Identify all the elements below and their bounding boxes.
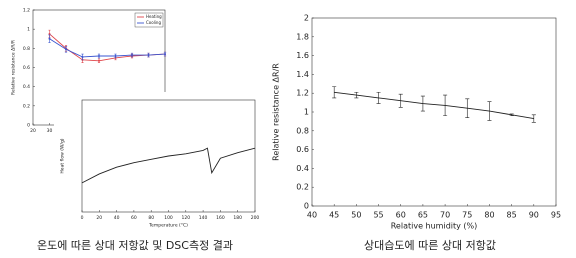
error-bar [332, 86, 337, 99]
caption: 온도에 따른 상대 저항값 및 DSC측정 결과 [37, 239, 233, 252]
y-tick-label: 0.4 [296, 164, 309, 173]
point [48, 37, 51, 40]
x-tick-label: 70 [440, 211, 450, 220]
x-tick-label: 40 [114, 215, 120, 221]
y-axis-label: Relative resistance ΔR/R [10, 40, 16, 95]
series-line [334, 91, 534, 120]
point [164, 53, 166, 56]
error-bar [354, 91, 359, 99]
x-tick-label: 40 [307, 211, 317, 220]
y-tick-label: 0.4 [23, 84, 30, 90]
point [98, 59, 100, 62]
error-bar [509, 113, 514, 117]
x-tick-label: 200 [251, 215, 260, 221]
error-bar [420, 95, 425, 112]
point [114, 55, 117, 57]
x-tick-label: 95 [551, 211, 561, 220]
y-tick-label: 1.2 [23, 8, 30, 14]
error-bar [531, 114, 536, 123]
x-tick-label: 85 [507, 211, 517, 220]
x-tick-label: 75 [462, 211, 472, 220]
point [98, 55, 100, 57]
y-tick-label: 1.6 [296, 51, 309, 60]
y-tick-label: 0.6 [296, 145, 309, 154]
x-tick-label: 20 [96, 215, 102, 221]
x-tick-label: 30 [47, 128, 53, 134]
y-tick-label: 0.8 [296, 126, 309, 135]
chart: 40 45 50 55 60 65 70 75 80 85 90 95 0 0.2 0.4 0.6 0.8 1 1.… [272, 10, 561, 234]
legend-label: Cooling [146, 20, 161, 25]
chart-background [54, 92, 259, 240]
x-tick-label: 50 [351, 211, 361, 220]
series-line [81, 147, 256, 184]
x-tick-label: 20 [30, 128, 36, 134]
y-tick-label: 0.8 [23, 46, 30, 52]
error-bar [376, 91, 381, 104]
caption: 상대습도에 따른 상대 저항값 [364, 239, 496, 252]
x-tick-label: 90 [529, 211, 539, 220]
y-tick-label: 0.2 [23, 103, 30, 109]
y-tick-label: 1.2 [296, 89, 309, 98]
legend-box [134, 12, 164, 28]
y-tick-label: 0.6 [23, 65, 30, 71]
y-tick-label: 0 [27, 123, 30, 129]
chart-background [284, 10, 560, 234]
x-tick-label: 65 [418, 211, 428, 220]
series-line [49, 38, 166, 58]
error-bar [443, 94, 448, 117]
point [65, 48, 67, 51]
y-tick-label: 1 [27, 27, 30, 33]
y-tick-label: 0.2 [296, 183, 309, 192]
y-axis-label: Heat flow (W/g) [59, 138, 65, 173]
x-tick-label: 180 [233, 215, 242, 221]
x-tick-label: 45 [329, 211, 339, 220]
error-bar [398, 93, 403, 108]
y-tick-label: 0 [304, 202, 309, 211]
error-bar [465, 98, 470, 118]
point [81, 55, 84, 58]
point [131, 54, 133, 57]
y-tick-label: 1.8 [296, 32, 309, 41]
y-tick-label: 1 [304, 108, 309, 117]
x-tick-label: 160 [216, 215, 225, 221]
x-tick-label: 100 [164, 215, 173, 221]
x-tick-label: 80 [148, 215, 154, 221]
x-tick-label: 0 [81, 215, 84, 221]
x-tick-label: 80 [484, 211, 494, 220]
legend-label: Heating [146, 14, 162, 19]
x-tick-label: 140 [199, 215, 208, 221]
y-tick-label: 2 [304, 14, 309, 23]
y-tick-label: 1.4 [296, 70, 309, 79]
point [48, 32, 51, 35]
point [147, 54, 150, 57]
y-axis-label: Relative resistance ΔR/R [272, 63, 281, 161]
x-tick-label: 60 [131, 215, 137, 221]
x-tick-label: 55 [373, 211, 383, 220]
x-tick-label: 60 [396, 211, 406, 220]
x-axis-label: Relative humidity (%) [391, 222, 478, 231]
x-tick-label: 120 [182, 215, 191, 221]
x-axis-label: Temperature (°C) [148, 223, 188, 229]
chart: 0 20 40 60 80 100 120 140 160 180 200 Temperature (… [54, 92, 259, 240]
error-bar [487, 101, 492, 121]
